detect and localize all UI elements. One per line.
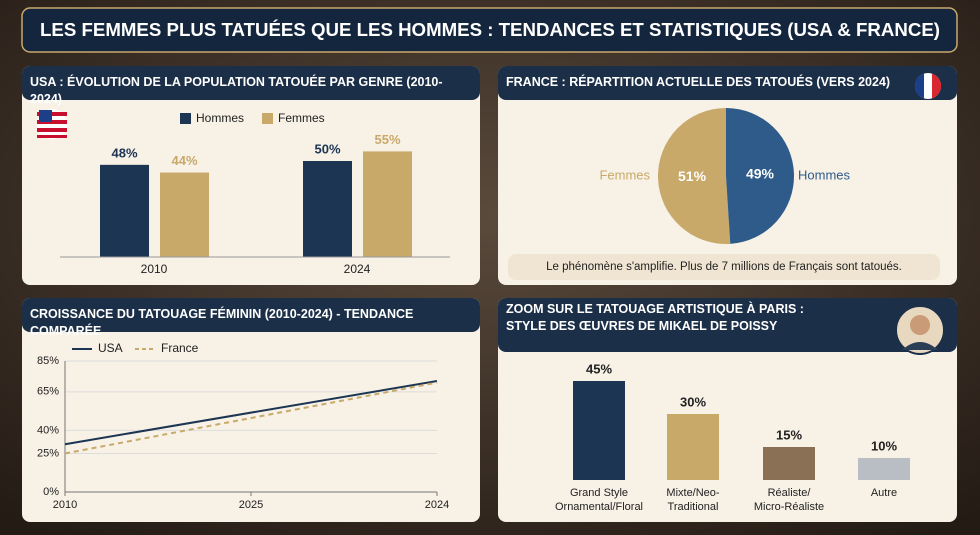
panel-header — [498, 66, 957, 100]
bar — [858, 458, 910, 480]
panel-header — [498, 298, 957, 352]
pie-slice — [657, 108, 731, 244]
x-tick-label: 2025 — [239, 499, 263, 511]
y-tick-label: 40% — [37, 424, 59, 436]
bar — [363, 151, 412, 257]
value-label: 45% — [586, 361, 612, 376]
legend-label: Femmes — [599, 167, 650, 182]
x-tick-label: Autre — [870, 487, 898, 499]
x-tick-label: 2024 — [344, 262, 371, 276]
bar — [303, 161, 352, 257]
value-label: 15% — [776, 427, 802, 442]
annotation-box — [508, 254, 940, 280]
line-series — [64, 380, 438, 446]
value-label: 50% — [314, 141, 340, 156]
y-tick-label: 85% — [37, 355, 59, 367]
panel-title: ZOOM SUR LE TATOUAGE ARTISTIQUE À PARIS … — [506, 302, 804, 333]
legend-label: USA — [98, 341, 123, 355]
x-tick-label: 2024 — [425, 499, 449, 511]
legend-label: Hommes — [196, 111, 244, 125]
y-tick-label: 65% — [37, 386, 59, 398]
pie-slice — [726, 108, 795, 244]
x-tick-label: 2010 — [141, 262, 168, 276]
annotation: Le phénomène s'amplifie. Plus de 7 milli… — [546, 261, 902, 273]
bar — [160, 172, 209, 257]
panel-title: FRANCE : RÉPARTITION ACTUELLE DES TATOUÉ… — [506, 75, 891, 89]
line-series — [64, 381, 438, 455]
x-tick-label: Grand Style Ornamental/Floral — [554, 487, 644, 513]
value-label: 51% — [678, 168, 707, 184]
main-title: LES FEMMES PLUS TATUÉES QUE LES HOMMES :… — [40, 19, 940, 40]
value-label: 55% — [374, 132, 400, 147]
legend-label: Femmes — [278, 111, 325, 125]
y-tick-label: 25% — [37, 447, 59, 459]
us-flag — [37, 109, 67, 139]
value-label: 49% — [746, 166, 775, 182]
value-label: 10% — [871, 438, 897, 453]
panel — [22, 298, 480, 522]
legend-label: France — [161, 341, 199, 355]
panel-header — [22, 66, 480, 100]
bar — [573, 381, 625, 480]
bar — [100, 164, 149, 257]
panel-header — [22, 298, 480, 332]
panel-title: CROISSANCE DU TATOUAGE FÉMININ (2010-202… — [30, 307, 414, 338]
value-label: 48% — [111, 145, 137, 160]
x-tick-label: Mixte/Neo- Traditional — [666, 487, 720, 513]
legend-label: Hommes — [798, 167, 851, 182]
panel-title: USA : ÉVOLUTION DE LA POPULATION TATOUÉE… — [30, 75, 443, 106]
fr-flag — [914, 73, 942, 99]
value-label: 44% — [171, 153, 197, 168]
value-label: 30% — [680, 394, 706, 409]
x-tick-label: Réaliste/ Micro-Réaliste — [753, 487, 825, 513]
bar — [667, 414, 719, 480]
title-bar — [21, 7, 958, 53]
bar — [763, 447, 815, 480]
avatar — [895, 305, 945, 355]
x-tick-label: 2010 — [53, 499, 77, 511]
legend-swatch — [262, 113, 273, 124]
legend-swatch — [180, 113, 191, 124]
y-tick-label: 0% — [43, 486, 59, 498]
